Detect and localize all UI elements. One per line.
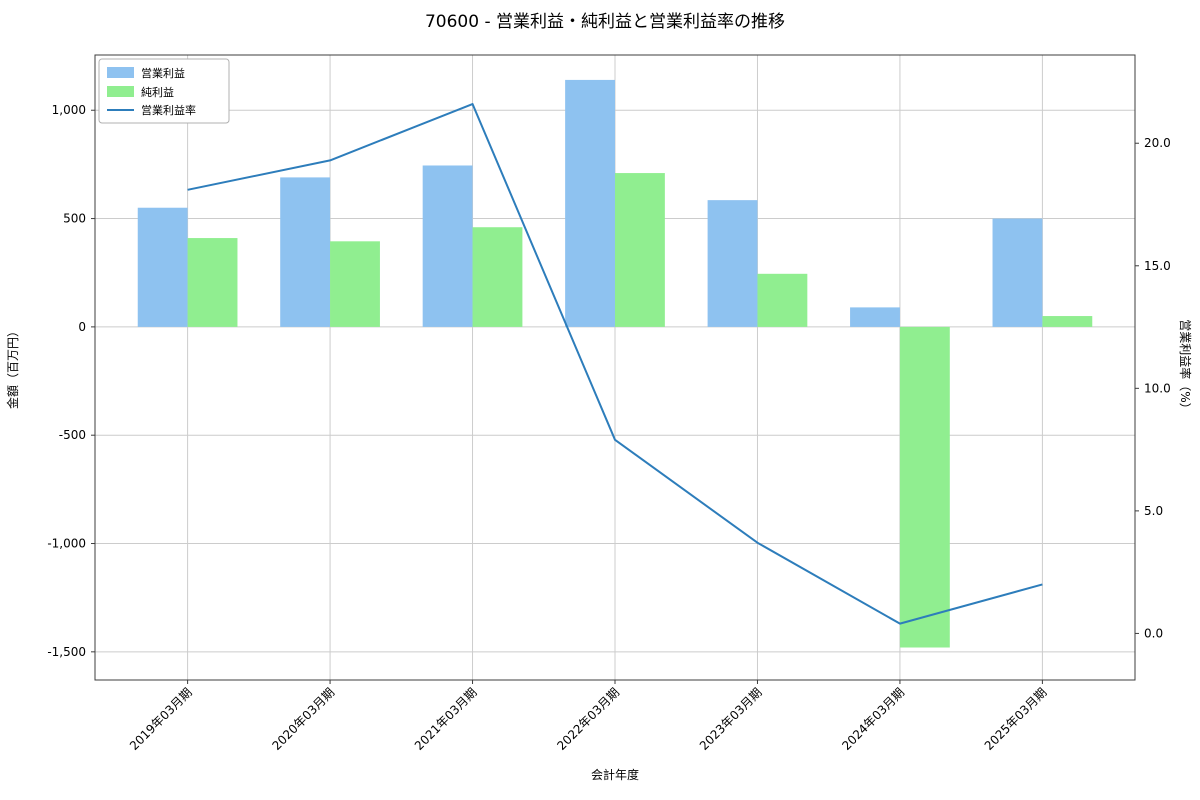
y-right-tick-label: 0.0 [1144,626,1163,640]
x-tick-label-2023年03月期: 2023年03月期 [697,685,765,753]
bar-営業利益-2025年03月期 [992,218,1043,327]
legend-label-net-profit: 純利益 [141,85,174,99]
legend-swatch-net-profit [107,86,134,97]
y-left-tick-label: 0 [78,320,86,334]
legend-label-operating-profit: 営業利益 [141,66,185,80]
legend-label-operating-margin: 営業利益率 [141,103,196,117]
x-axis-label: 会計年度 [591,767,639,782]
x-tick-label-2019年03月期: 2019年03月期 [127,685,195,753]
y-right-tick-label: 15.0 [1144,259,1171,273]
x-tick-label-2021年03月期: 2021年03月期 [412,685,480,753]
bar-純利益-2021年03月期 [472,227,523,327]
bar-series-純利益 [187,173,1093,648]
grid [95,55,1135,680]
bar-純利益-2022年03月期 [615,173,665,327]
bar-営業利益-2020年03月期 [280,177,331,327]
bar-純利益-2025年03月期 [1042,316,1093,327]
bar-営業利益-2019年03月期 [137,207,188,327]
legend-swatch-operating-profit [107,67,134,78]
bar-営業利益-2023年03月期 [707,200,758,327]
y-left-tick-label: -1,500 [47,645,86,659]
plot-area: 1,000 500 0 -500 -1,000 -1,500 20.0 15.0 10.0 5.0… [47,54,1171,753]
bar-営業利益-2021年03月期 [422,165,473,327]
y-right-tick-label: 20.0 [1144,136,1171,150]
y-left-tick-label: 1,000 [52,103,86,117]
x-tick-label-2020年03月期: 2020年03月期 [269,685,337,753]
y-left-tick-label: 500 [63,212,86,226]
bar-純利益-2024年03月期 [899,326,950,648]
bar-series-営業利益 [137,79,1043,327]
bar-営業利益-2022年03月期 [565,79,615,327]
y-axis-label-left: 金額（百万円） [5,325,20,409]
y-left-tick-label: -1,000 [47,537,86,551]
y-right-tick-label: 10.0 [1144,381,1171,395]
y-left-tick-label: -500 [59,428,86,442]
line-営業利益率 [187,103,1043,625]
legend: 営業利益 純利益 営業利益率 [98,58,230,124]
x-tick-label-2024年03月期: 2024年03月期 [839,685,907,753]
bar-営業利益-2024年03月期 [850,307,900,327]
x-tick-label-2022年03月期: 2022年03月期 [554,685,622,753]
chart-title: 70600 - 営業利益・純利益と営業利益率の推移 [425,12,785,32]
bar-純利益-2023年03月期 [757,273,808,327]
bar-純利益-2019年03月期 [187,238,238,327]
y-right-tick-label: 5.0 [1144,504,1163,518]
y-axis-label-right: 営業利益率（%） [1178,319,1193,414]
bar-純利益-2020年03月期 [330,241,380,327]
x-tick-label-2025年03月期: 2025年03月期 [982,685,1050,753]
